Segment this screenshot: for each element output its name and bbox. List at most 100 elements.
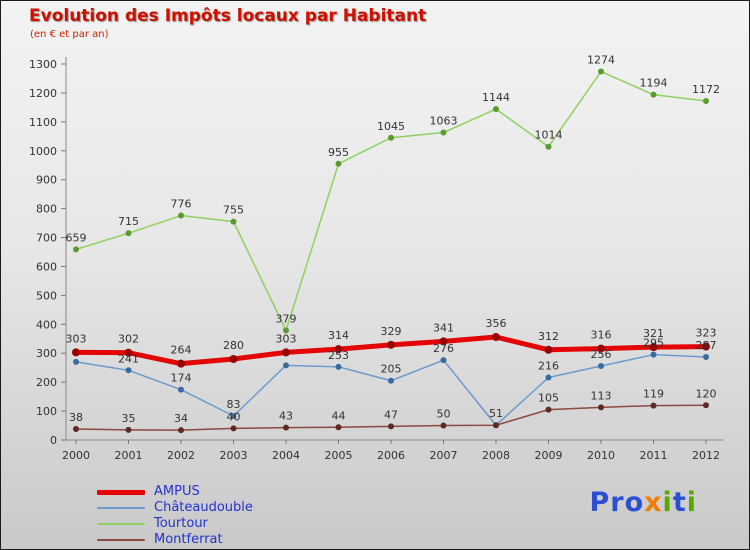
data-label: 715 bbox=[118, 215, 139, 228]
legend-item-ampus: AMPUS bbox=[97, 484, 253, 500]
x-tick-label: 2000 bbox=[62, 449, 90, 462]
data-label: 276 bbox=[433, 342, 454, 355]
x-tick-label: 2006 bbox=[377, 449, 405, 462]
y-tick-label: 900 bbox=[36, 174, 57, 187]
legend-label: Tourtour bbox=[154, 516, 208, 531]
x-tick-label: 2005 bbox=[325, 449, 353, 462]
data-label: 34 bbox=[174, 412, 188, 425]
data-label: 1172 bbox=[692, 83, 720, 96]
data-point bbox=[598, 68, 604, 75]
data-point bbox=[440, 357, 447, 364]
data-point bbox=[178, 386, 184, 393]
data-point bbox=[283, 362, 289, 369]
data-point bbox=[650, 91, 657, 98]
data-point bbox=[650, 402, 657, 409]
data-label: 241 bbox=[118, 352, 139, 365]
data-point bbox=[125, 426, 132, 433]
data-label: 659 bbox=[66, 231, 87, 244]
data-point bbox=[388, 377, 394, 384]
data-label: 303 bbox=[276, 332, 297, 345]
data-label: 174 bbox=[171, 372, 192, 385]
y-tick-label: 600 bbox=[36, 260, 57, 273]
logo-letter: Pro bbox=[589, 487, 645, 518]
y-tick-label: 1000 bbox=[29, 145, 57, 158]
legend: AMPUS Châteaudouble Tourtour Montferrat bbox=[97, 484, 253, 548]
data-point bbox=[177, 359, 185, 368]
series-ampus: 303 302 264 280 303 314 329 341 356 312 316 321 323 bbox=[66, 317, 717, 368]
data-point bbox=[702, 342, 710, 351]
data-point bbox=[334, 345, 343, 354]
data-label: 1063 bbox=[430, 115, 458, 128]
data-point bbox=[230, 425, 237, 432]
data-label: 44 bbox=[332, 409, 346, 422]
data-label: 316 bbox=[591, 329, 612, 342]
data-point bbox=[439, 337, 448, 346]
data-point bbox=[230, 412, 237, 419]
legend-label: Châteaudouble bbox=[154, 500, 253, 515]
y-tick-label: 100 bbox=[36, 405, 57, 418]
data-point bbox=[387, 340, 395, 349]
data-label: 120 bbox=[696, 387, 717, 400]
data-label: 105 bbox=[538, 392, 559, 405]
data-point bbox=[335, 363, 342, 370]
data-label: 314 bbox=[328, 329, 349, 342]
x-tick-label: 2011 bbox=[640, 449, 668, 462]
data-point bbox=[598, 362, 604, 369]
legend-label: AMPUS bbox=[154, 484, 200, 499]
data-label: 216 bbox=[538, 360, 559, 373]
data-label: 256 bbox=[591, 348, 612, 361]
data-label: 264 bbox=[171, 344, 192, 357]
x-tick-label: 2004 bbox=[272, 449, 300, 462]
data-label: 303 bbox=[66, 332, 87, 345]
data-point bbox=[598, 404, 604, 411]
data-point bbox=[440, 422, 447, 429]
data-label: 321 bbox=[643, 327, 664, 340]
data-label: 38 bbox=[69, 411, 83, 424]
data-label: 955 bbox=[328, 146, 349, 159]
chart-subtitle: (en € et par an) bbox=[30, 29, 109, 40]
data-point bbox=[73, 426, 79, 433]
data-point bbox=[544, 345, 553, 354]
y-axis: 0 100 200 300 400 500 600 700 800 900 1000 1100 1200… bbox=[29, 58, 66, 447]
legend-item-châteaudouble: Châteaudouble bbox=[97, 500, 253, 516]
x-tick-label: 2010 bbox=[587, 449, 615, 462]
data-label: 40 bbox=[227, 410, 241, 423]
data-label: 1194 bbox=[640, 77, 668, 90]
y-tick-label: 700 bbox=[36, 232, 57, 245]
data-point bbox=[650, 351, 657, 358]
legend-label: Montferrat bbox=[154, 532, 223, 547]
data-point bbox=[335, 160, 342, 167]
data-point bbox=[283, 327, 289, 334]
data-label: 205 bbox=[381, 363, 402, 376]
data-label: 47 bbox=[384, 408, 398, 421]
data-label: 119 bbox=[643, 388, 664, 401]
data-point bbox=[597, 344, 605, 353]
data-label: 1274 bbox=[587, 54, 615, 67]
logo-letter: i bbox=[686, 487, 697, 518]
data-label: 1144 bbox=[482, 91, 510, 104]
data-point bbox=[178, 427, 184, 434]
y-tick-label: 400 bbox=[36, 318, 57, 331]
series-châteaudouble: 241 174 83 253 205 276 51 216 256 295 287 bbox=[73, 337, 717, 429]
legend-swatch bbox=[97, 507, 145, 509]
data-label: 302 bbox=[118, 333, 139, 346]
data-point bbox=[493, 422, 499, 429]
proxiti-logo: Proxiti bbox=[589, 487, 697, 518]
data-label: 323 bbox=[696, 327, 717, 340]
data-label: 280 bbox=[223, 339, 244, 352]
data-point bbox=[388, 423, 394, 430]
data-point bbox=[125, 367, 132, 374]
y-tick-label: 800 bbox=[36, 203, 57, 216]
data-label: 329 bbox=[381, 325, 402, 338]
data-point bbox=[440, 129, 447, 136]
data-point bbox=[72, 348, 80, 357]
data-point bbox=[282, 348, 290, 357]
data-label: 35 bbox=[122, 412, 136, 425]
data-point bbox=[703, 402, 709, 409]
data-point bbox=[230, 218, 237, 225]
data-label: 50 bbox=[437, 408, 451, 421]
line-chart: 0 100 200 300 400 500 600 700 800 900 1000 1100 1200… bbox=[29, 54, 723, 462]
data-label: 83 bbox=[227, 398, 241, 411]
y-tick-label: 500 bbox=[36, 289, 57, 302]
